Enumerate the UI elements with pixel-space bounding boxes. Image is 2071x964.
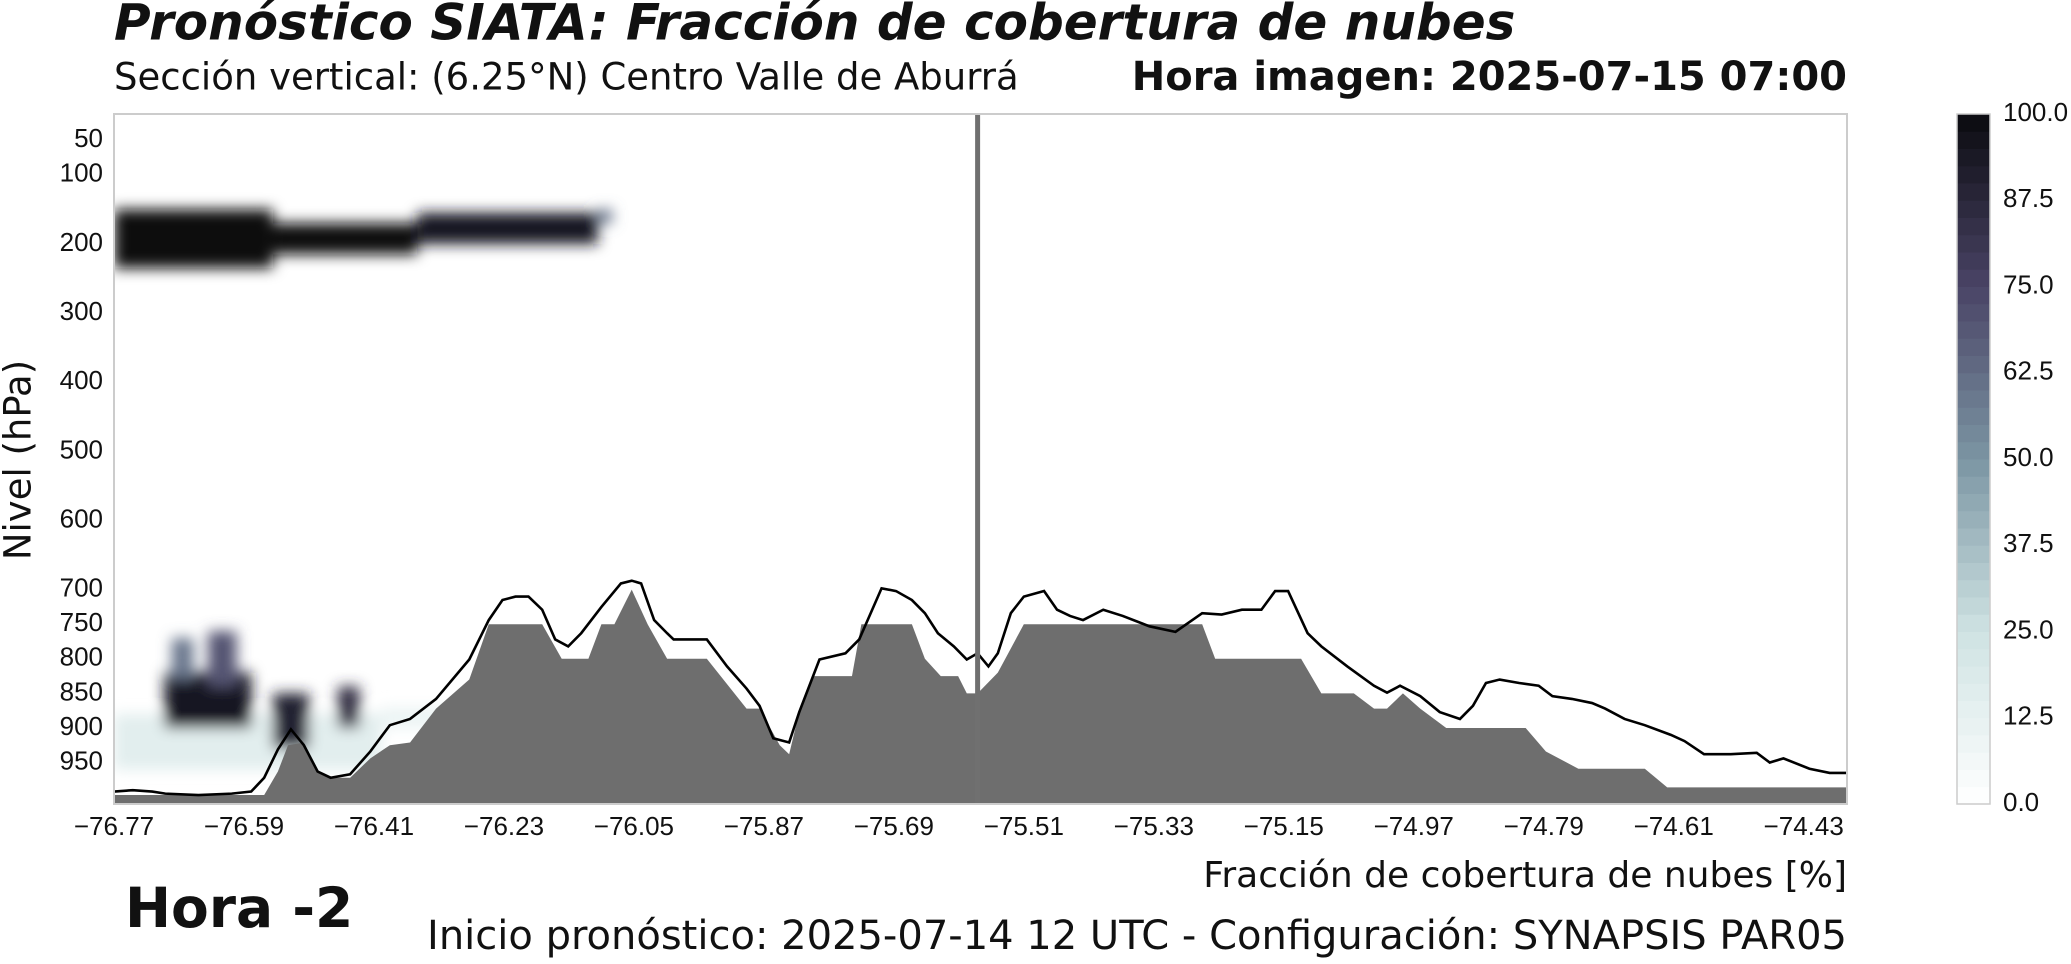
x-tick-label: −76.23	[464, 811, 544, 841]
cloud-field	[114, 209, 613, 770]
plot-frame	[113, 113, 1848, 805]
colorbar-tick-label: 62.5	[2003, 356, 2054, 386]
x-tick-label: −76.77	[74, 811, 154, 841]
x-tick-label: −75.87	[724, 811, 804, 841]
colorbar-band	[1957, 597, 1990, 615]
x-tick-label: −75.51	[984, 811, 1064, 841]
colorbar-tick-label: 25.0	[2003, 614, 2054, 644]
x-axis-label: Fracción de cobertura de nubes [%]	[1203, 855, 1847, 896]
colorbar-band	[1957, 131, 1990, 149]
colorbar-band	[1957, 183, 1990, 201]
x-tick-label: −76.41	[334, 811, 414, 841]
colorbar-band	[1957, 510, 1990, 529]
cloud-cell	[114, 209, 273, 269]
x-tick-label: −76.05	[594, 811, 674, 841]
colorbar-band	[1957, 735, 1990, 753]
cloud-cell	[597, 209, 613, 224]
colorbar-band	[1957, 355, 1990, 374]
colorbar-band	[1957, 165, 1990, 184]
colorbar-band	[1957, 614, 1990, 632]
chart-subtitle: Sección vertical: (6.25°N) Centro Valle …	[114, 56, 1019, 99]
colorbar-band	[1957, 424, 1990, 443]
colorbar-tick-label: 12.5	[2003, 701, 2054, 731]
colorbar-band	[1957, 303, 1990, 322]
colorbar-band	[1957, 631, 1990, 650]
colorbar-band	[1957, 769, 1990, 788]
annotation: Hora -2	[125, 876, 353, 940]
colorbar-band	[1957, 717, 1990, 736]
colorbar-band	[1957, 200, 1990, 218]
x-tick-label: −74.43	[1764, 811, 1844, 841]
colorbar-band	[1957, 148, 1990, 167]
x-tick-label: −75.33	[1114, 811, 1194, 841]
cloud-cell	[207, 631, 237, 687]
x-tick-label: −75.69	[854, 811, 934, 841]
colorbar-band	[1957, 493, 1990, 512]
cloud-cell	[272, 693, 309, 749]
colorbar-band	[1957, 700, 1990, 719]
colorbar-tick-label: 75.0	[2003, 269, 2054, 299]
colorbar-band	[1957, 752, 1990, 770]
y-axis-label: Nivel (hPa)	[0, 360, 40, 560]
y-tick-label: 100	[60, 158, 103, 188]
colorbar-band	[1957, 286, 1990, 305]
colorbar-band	[1957, 666, 1990, 684]
colorbar-tick-label: 87.5	[2003, 183, 2054, 213]
colorbar-tick-label: 0.0	[2003, 787, 2039, 817]
x-tick-label: −75.15	[1244, 811, 1324, 841]
colorbar-tick-label: 37.5	[2003, 528, 2054, 558]
y-tick-label: 850	[60, 676, 103, 706]
colorbar-tick-label: 50.0	[2003, 442, 2054, 472]
cloud-cell	[171, 638, 194, 680]
colorbar-band	[1957, 234, 1990, 253]
x-tick-label: −76.59	[204, 811, 284, 841]
colorbar-band	[1957, 338, 1990, 356]
x-tick-label: −74.97	[1374, 811, 1454, 841]
y-tick-label: 500	[60, 434, 103, 464]
colorbar-band	[1957, 459, 1990, 477]
cloud-cell	[337, 686, 360, 728]
footer: Inicio pronóstico: 2025-07-14 12 UTC - C…	[427, 913, 1847, 959]
colorbar-band	[1957, 579, 1990, 598]
colorbar-band	[1957, 528, 1990, 546]
y-tick-label: 300	[60, 296, 103, 326]
colorbar-band	[1957, 648, 1990, 667]
colorbar-band	[1957, 217, 1990, 236]
plot-area	[114, 114, 1847, 804]
y-tick-label: 50	[74, 123, 103, 153]
surface-line	[114, 579, 1847, 797]
x-tick-label: −74.61	[1634, 811, 1714, 841]
y-tick-label: 700	[60, 573, 103, 603]
cloud-cell	[417, 212, 598, 244]
colorbar-band	[1957, 114, 1990, 132]
colorbar-band	[1957, 683, 1990, 701]
y-tick-label: 200	[60, 227, 103, 257]
colorbar-band	[1957, 390, 1990, 408]
cloud-cell	[272, 223, 418, 255]
y-tick-label: 950	[60, 745, 103, 775]
colorbar-band	[1957, 372, 1990, 391]
y-tick-label: 750	[60, 607, 103, 637]
colorbar-tick-label: 100.0	[2003, 97, 2068, 127]
y-tick-label: 800	[60, 642, 103, 672]
colorbar-band	[1957, 562, 1990, 581]
colorbar-band	[1957, 441, 1990, 460]
colorbar-band	[1957, 252, 1990, 270]
chart-title: Pronóstico SIATA: Fracción de cobertura …	[114, 0, 1515, 52]
y-tick-label: 400	[60, 365, 103, 395]
colorbar-band	[1957, 476, 1990, 494]
colorbar-band	[1957, 407, 1990, 425]
time-label: Hora imagen: 2025-07-15 07:00	[1132, 54, 1847, 100]
colorbar-frame	[1956, 113, 1991, 805]
y-tick-label: 600	[60, 503, 103, 533]
y-tick-label: 900	[60, 711, 103, 741]
terrain-area	[114, 589, 1847, 804]
colorbar-band	[1957, 786, 1990, 805]
x-tick-label: −74.79	[1504, 811, 1584, 841]
colorbar-band	[1957, 545, 1990, 563]
colorbar-band	[1957, 269, 1990, 287]
colorbar-band	[1957, 321, 1990, 339]
